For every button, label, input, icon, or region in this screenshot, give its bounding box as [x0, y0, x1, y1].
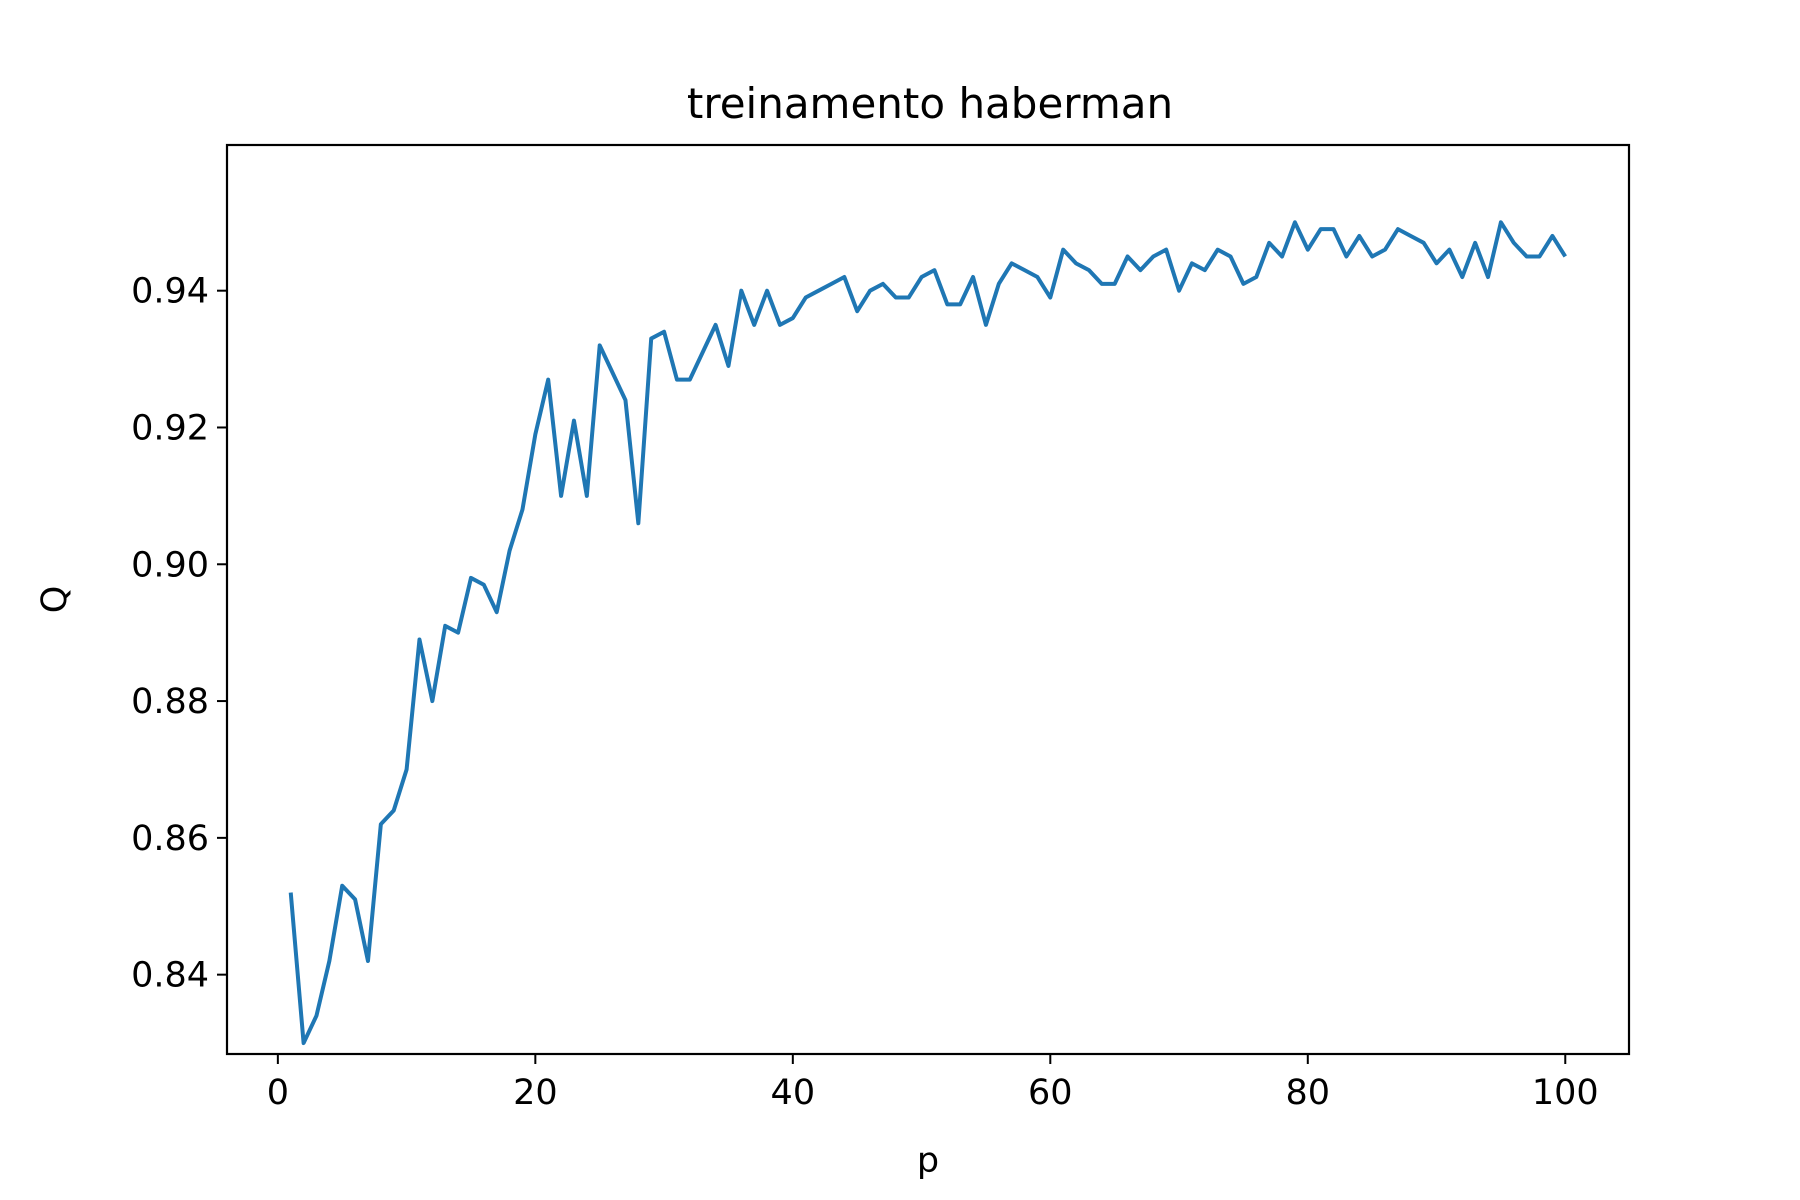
x-tick-label: 80 [1286, 1073, 1331, 1113]
x-tick-label: 100 [1532, 1073, 1599, 1113]
y-tick-label: 0.84 [131, 956, 209, 996]
x-axis: 0 20 40 60 80 100 [267, 1054, 1599, 1113]
series-line-0 [288, 220, 1567, 1046]
x-tick-label: 20 [513, 1073, 558, 1113]
x-tick-label: 0 [267, 1073, 289, 1113]
x-axis-label: p [917, 1141, 939, 1181]
chart-title: treinamento haberman [687, 79, 1173, 128]
series-layer [288, 220, 1567, 1046]
y-tick-label: 0.90 [131, 545, 209, 585]
x-tick-label: 40 [771, 1073, 816, 1113]
y-tick-label: 0.92 [131, 408, 209, 448]
y-axis: 0.84 0.86 0.88 0.90 0.92 0.94 [131, 272, 227, 996]
plot-frame [225, 143, 1631, 1056]
y-tick-label: 0.94 [131, 272, 209, 312]
y-axis-label: Q [35, 586, 75, 614]
y-tick-label: 0.88 [131, 682, 209, 722]
x-tick-label: 60 [1028, 1073, 1073, 1113]
y-tick-label: 0.86 [131, 819, 209, 859]
